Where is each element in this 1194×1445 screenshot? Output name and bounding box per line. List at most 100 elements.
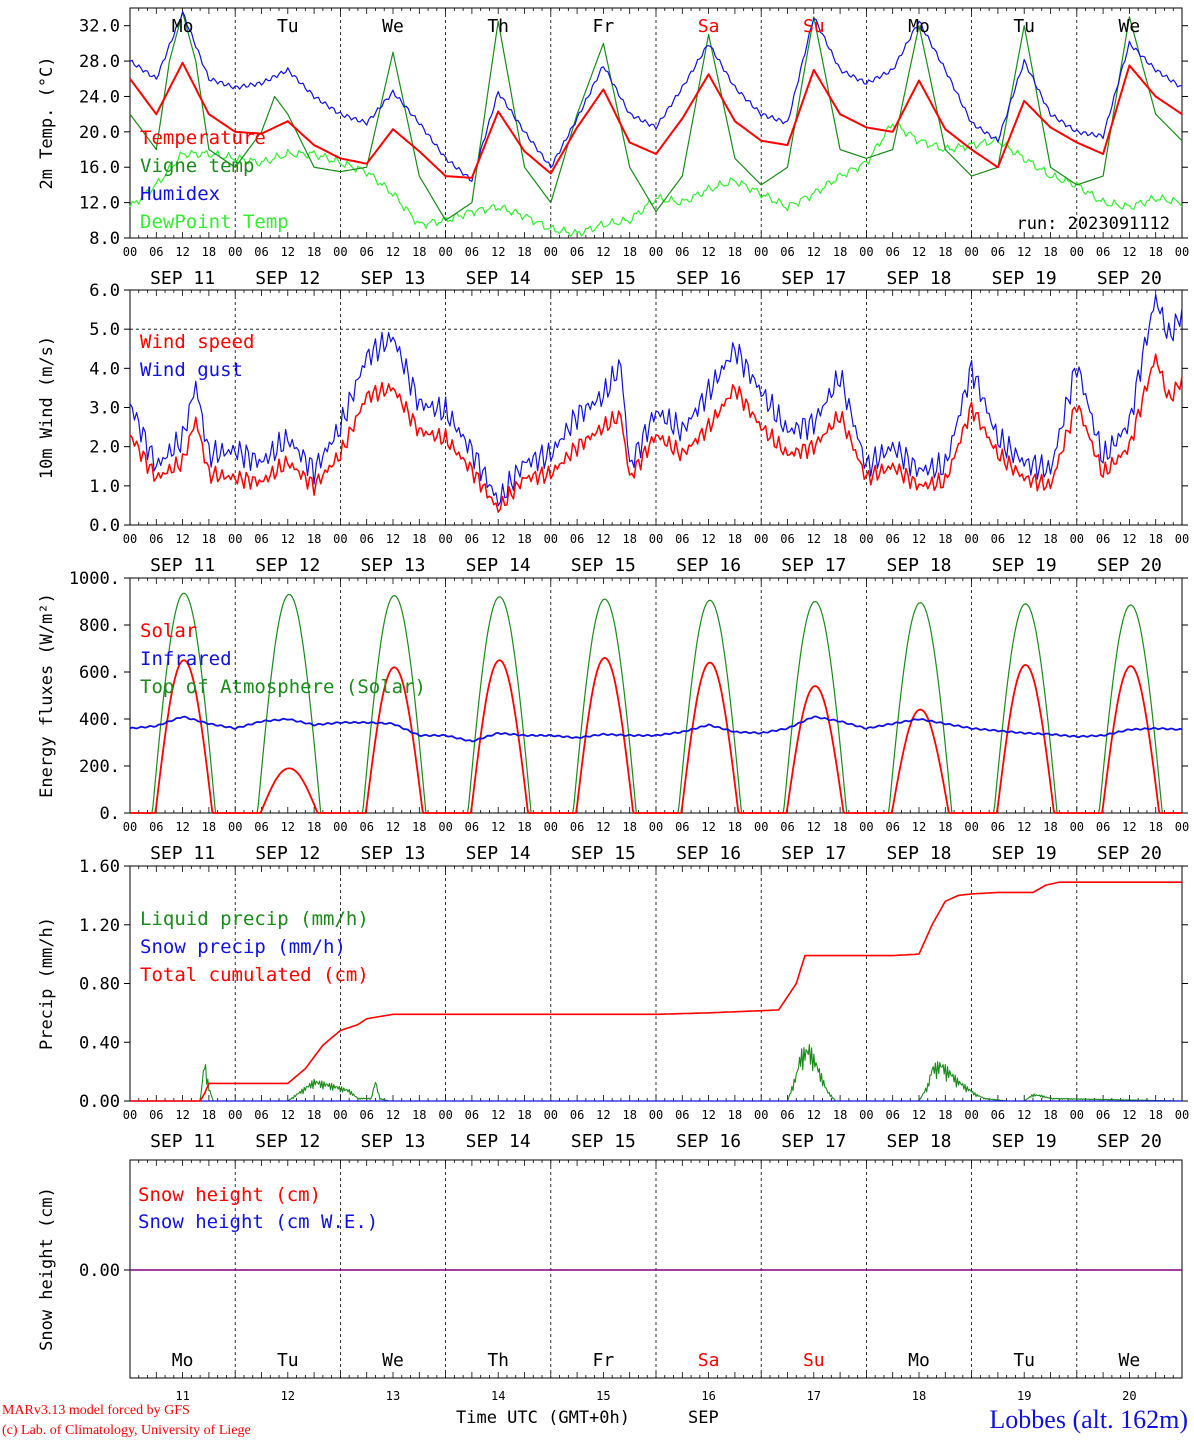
hour-tick-label: 06 xyxy=(885,245,899,259)
hour-tick-label: 00 xyxy=(1070,532,1084,546)
hour-tick-label: 00 xyxy=(333,532,347,546)
legend-liquid-precip-mm-h: Liquid precip (mm/h) xyxy=(140,908,369,930)
hour-tick-label: 12 xyxy=(807,820,821,834)
y-tick-label: 0.80 xyxy=(79,975,120,995)
hour-tick-label: 06 xyxy=(675,820,689,834)
date-label: SEP 14 xyxy=(466,1131,531,1152)
hour-tick-label: 06 xyxy=(359,245,373,259)
hour-tick-label: 12 xyxy=(491,820,505,834)
hour-tick-label: 06 xyxy=(465,532,479,546)
hour-tick-label: 06 xyxy=(149,245,163,259)
hour-tick-label: 18 xyxy=(1043,245,1057,259)
date-label: SEP 18 xyxy=(886,555,951,576)
hour-tick-label: 12 xyxy=(281,532,295,546)
weekday-label: Mo xyxy=(908,16,930,37)
date-label: SEP 20 xyxy=(1097,268,1162,289)
hour-tick-label: 00 xyxy=(123,1108,137,1122)
date-label: SEP 16 xyxy=(676,1131,741,1152)
weekday-label-bottom: Tu xyxy=(277,1350,299,1371)
hour-tick-label: 12 xyxy=(175,1108,189,1122)
weekday-label-bottom: We xyxy=(1119,1350,1141,1371)
temperature-line xyxy=(129,61,1183,179)
hour-tick-label: 06 xyxy=(570,532,584,546)
hour-tick-label: 12 xyxy=(1122,1108,1136,1122)
hour-tick-label: 18 xyxy=(517,532,531,546)
date-label: SEP 14 xyxy=(466,268,531,289)
date-label: SEP 12 xyxy=(255,843,320,864)
hour-tick-label: 06 xyxy=(570,245,584,259)
hour-tick-label: 00 xyxy=(754,1108,768,1122)
hour-tick-label: 06 xyxy=(359,1108,373,1122)
day-number-label: 14 xyxy=(491,1389,505,1403)
day-number-label: 20 xyxy=(1122,1389,1136,1403)
date-label: SEP 12 xyxy=(255,555,320,576)
hour-tick-label: 18 xyxy=(728,820,742,834)
legend-wind-gust: Wind gust xyxy=(140,359,243,381)
legend-temperature: Temperature xyxy=(140,127,266,149)
hour-tick-label: 12 xyxy=(1017,820,1031,834)
hour-tick-label: 06 xyxy=(991,532,1005,546)
day-number-label: 19 xyxy=(1017,1389,1031,1403)
hour-tick-label: 00 xyxy=(333,1108,347,1122)
y-tick-label: 200. xyxy=(79,757,120,777)
hour-tick-label: 00 xyxy=(859,245,873,259)
hour-tick-label: 06 xyxy=(359,820,373,834)
date-label: SEP 19 xyxy=(992,1131,1057,1152)
date-label: SEP 16 xyxy=(676,843,741,864)
hour-tick-label: 00 xyxy=(649,1108,663,1122)
hour-tick-label: 06 xyxy=(465,245,479,259)
y-tick-label: 800. xyxy=(79,616,120,636)
hour-tick-label: 18 xyxy=(202,245,216,259)
hour-tick-label: 00 xyxy=(754,532,768,546)
hour-tick-label: 00 xyxy=(228,1108,242,1122)
hour-tick-label: 12 xyxy=(912,532,926,546)
hour-tick-label: 06 xyxy=(465,820,479,834)
hour-tick-label: 06 xyxy=(780,532,794,546)
hour-tick-label: 12 xyxy=(912,1108,926,1122)
date-label: SEP 19 xyxy=(992,555,1057,576)
weekday-label: We xyxy=(1119,16,1141,37)
hour-tick-label: 18 xyxy=(307,532,321,546)
date-label: SEP 19 xyxy=(992,268,1057,289)
hour-tick-label: 12 xyxy=(701,1108,715,1122)
y-tick-label: 0. xyxy=(100,804,120,824)
hour-tick-label: 18 xyxy=(1043,1108,1057,1122)
hour-tick-label: 12 xyxy=(175,245,189,259)
hour-tick-label: 18 xyxy=(1148,245,1162,259)
hour-tick-label: 18 xyxy=(833,820,847,834)
hour-tick-label: 18 xyxy=(517,1108,531,1122)
hour-tick-label: 06 xyxy=(1096,820,1110,834)
legend-solar: Solar xyxy=(140,620,197,642)
date-label: SEP 16 xyxy=(676,268,741,289)
vigne-temp-line xyxy=(129,11,1183,221)
hour-tick-label: 06 xyxy=(885,820,899,834)
y-axis-label: Energy fluxes (W/m²) xyxy=(37,593,57,798)
day-number-label: 18 xyxy=(912,1389,926,1403)
y-axis-label: Snow height (cm) xyxy=(37,1187,57,1351)
hour-tick-label: 00 xyxy=(964,245,978,259)
hour-tick-label: 12 xyxy=(701,245,715,259)
hour-tick-label: 12 xyxy=(386,532,400,546)
day-number-label: 17 xyxy=(807,1389,821,1403)
hour-tick-label: 18 xyxy=(833,1108,847,1122)
hour-tick-label: 00 xyxy=(1070,820,1084,834)
hour-tick-label: 06 xyxy=(991,1108,1005,1122)
date-label: SEP 12 xyxy=(255,1131,320,1152)
hour-tick-label: 12 xyxy=(1122,245,1136,259)
hour-tick-label: 06 xyxy=(991,820,1005,834)
date-label: SEP 20 xyxy=(1097,1131,1162,1152)
y-tick-label: 0.00 xyxy=(79,1261,120,1281)
legend-snow-height-cm-w-e: Snow height (cm W.E.) xyxy=(138,1211,378,1233)
run-label: run: 2023091112 xyxy=(1016,214,1170,234)
weekday-label: Th xyxy=(487,16,509,37)
date-label: SEP 11 xyxy=(150,843,215,864)
model-credit: MARv3.13 model forced by GFS xyxy=(2,1403,190,1418)
date-label: SEP 18 xyxy=(886,843,951,864)
hour-tick-label: 12 xyxy=(386,1108,400,1122)
wind-gust-line xyxy=(129,293,1183,507)
hour-tick-label: 12 xyxy=(175,820,189,834)
date-label: SEP 17 xyxy=(781,268,846,289)
weekday-label-bottom: Mo xyxy=(172,1350,194,1371)
y-tick-label: 1.0 xyxy=(89,477,120,497)
hour-tick-label: 06 xyxy=(675,532,689,546)
